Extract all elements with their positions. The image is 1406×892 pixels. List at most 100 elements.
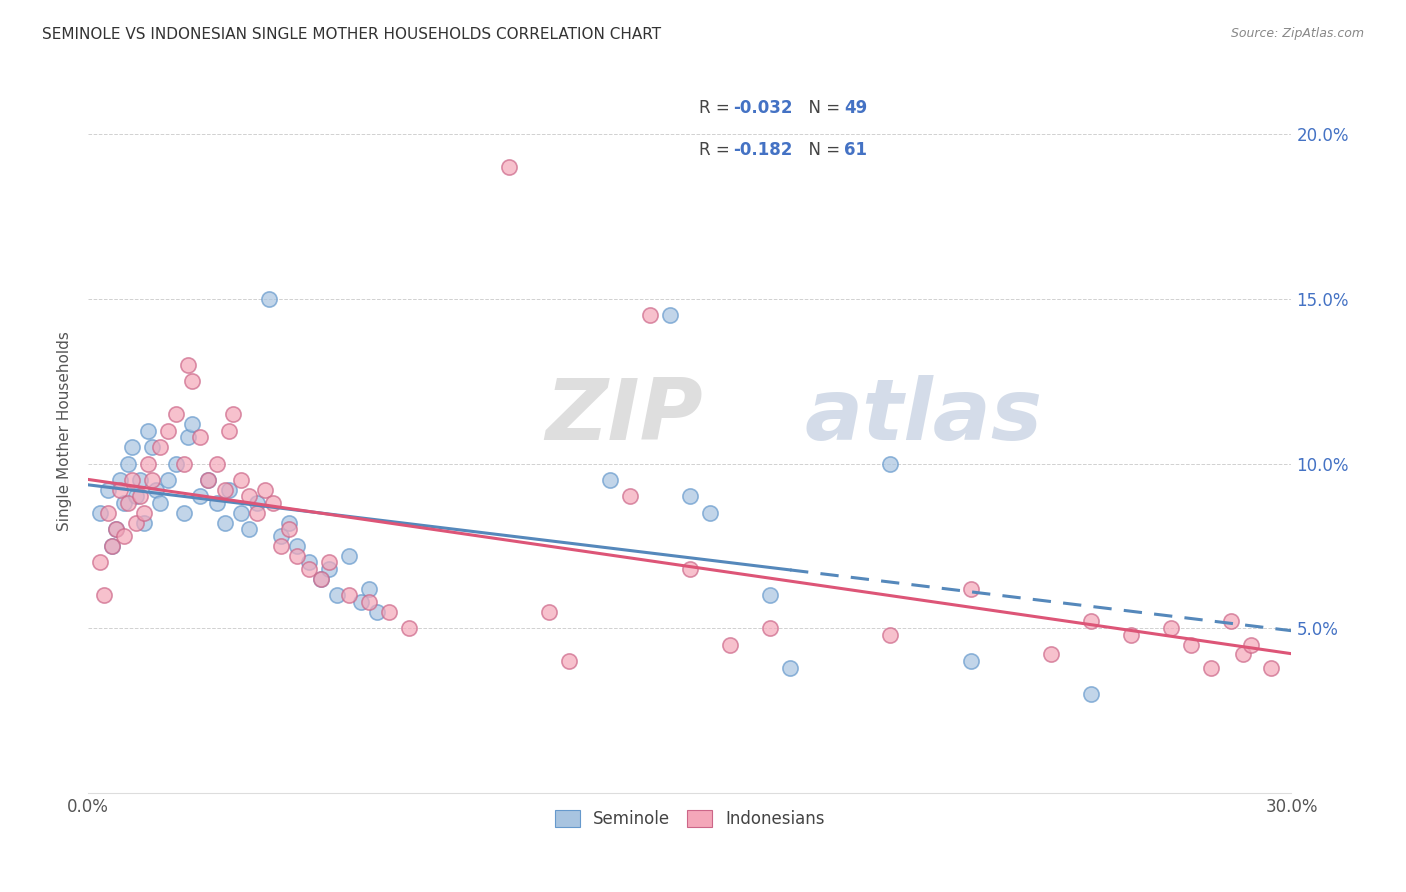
Point (779, 660, 801, 674)
Point (318, 562, 340, 576)
Point (309, 572, 332, 586)
Point (246, 506, 269, 520)
Point (205, 457, 228, 471)
Point (125, 490, 148, 504)
Point (285, 549, 308, 563)
Point (105, 522, 128, 536)
Point (89, 506, 111, 520)
Text: ZIP: ZIP (546, 375, 703, 458)
Point (112, 529, 135, 543)
Point (181, 374, 204, 388)
Point (759, 621, 782, 635)
Point (270, 529, 292, 543)
Point (218, 483, 240, 497)
Point (378, 605, 401, 619)
Point (558, 654, 581, 668)
Point (277, 516, 299, 530)
Point (253, 483, 276, 497)
Point (318, 555, 340, 569)
Point (141, 473, 163, 487)
Point (214, 516, 236, 530)
Text: 61: 61 (844, 141, 868, 159)
Y-axis label: Single Mother Households: Single Mother Households (58, 331, 72, 531)
Point (309, 572, 332, 586)
Point (89, 555, 111, 569)
Point (229, 506, 252, 520)
Point (366, 605, 388, 619)
Point (105, 522, 128, 536)
Point (149, 440, 172, 454)
Point (1160, 621, 1182, 635)
Point (238, 490, 260, 504)
Point (97, 506, 120, 520)
Point (229, 473, 252, 487)
Point (879, 628, 901, 642)
Point (262, 496, 284, 510)
Point (298, 555, 321, 569)
Point (97, 483, 120, 497)
Point (157, 424, 180, 438)
Point (1232, 648, 1254, 662)
Point (101, 539, 124, 553)
Point (136, 424, 159, 438)
Point (398, 621, 420, 635)
Point (190, 430, 212, 444)
Point (173, 506, 195, 520)
Point (298, 562, 321, 576)
Point (959, 654, 981, 668)
Point (141, 440, 163, 454)
Point (112, 496, 135, 510)
Point (1220, 615, 1243, 629)
Point (125, 516, 148, 530)
Point (110, 473, 132, 487)
Point (337, 588, 360, 602)
Point (959, 582, 981, 596)
Point (165, 407, 187, 421)
Point (181, 417, 204, 431)
Point (638, 309, 661, 323)
Point (93, 588, 115, 602)
Point (136, 457, 159, 471)
Point (326, 588, 349, 602)
Point (270, 539, 292, 553)
Text: 49: 49 (844, 99, 868, 118)
Point (879, 457, 901, 471)
Point (718, 638, 741, 652)
Text: Source: ZipAtlas.com: Source: ZipAtlas.com (1230, 27, 1364, 40)
Point (337, 549, 360, 563)
Point (197, 473, 219, 487)
Point (1080, 615, 1102, 629)
Point (679, 490, 702, 504)
Point (357, 582, 380, 596)
Point (599, 473, 621, 487)
Point (165, 457, 187, 471)
Point (173, 457, 195, 471)
Point (177, 358, 200, 372)
Point (129, 490, 152, 504)
Text: R =: R = (699, 99, 735, 118)
Point (110, 483, 132, 497)
Point (1180, 638, 1202, 652)
Point (1039, 648, 1062, 662)
Point (350, 595, 373, 609)
Point (246, 496, 269, 510)
Point (145, 483, 167, 497)
Point (221, 407, 243, 421)
Point (1240, 638, 1263, 652)
Point (238, 522, 260, 536)
Point (218, 424, 240, 438)
Text: SEMINOLE VS INDONESIAN SINGLE MOTHER HOUSEHOLDS CORRELATION CHART: SEMINOLE VS INDONESIAN SINGLE MOTHER HOU… (42, 27, 661, 42)
Point (117, 496, 139, 510)
Point (619, 490, 641, 504)
Point (1260, 660, 1282, 674)
Point (177, 430, 200, 444)
Point (121, 473, 143, 487)
Point (679, 562, 702, 576)
Point (101, 539, 124, 553)
Point (1199, 660, 1222, 674)
Point (157, 473, 180, 487)
Point (205, 496, 228, 510)
Point (149, 496, 172, 510)
Text: -0.032: -0.032 (733, 99, 793, 118)
Text: -0.182: -0.182 (733, 141, 793, 159)
